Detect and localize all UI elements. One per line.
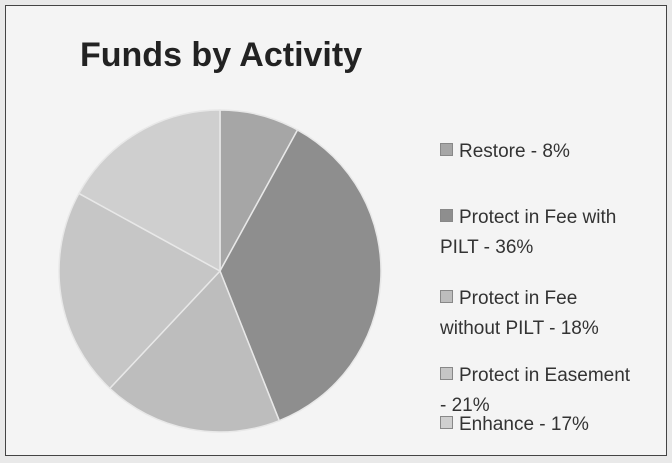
legend-label: Protect in Easement - 21% [440, 365, 631, 416]
legend-item: Protect in Fee with PILT - 36% [440, 203, 640, 263]
legend-label: Restore - 8% [459, 141, 570, 162]
legend-item: Protect in Easement - 21% [440, 361, 640, 421]
legend-label: Protect in Fee without PILT - 18% [440, 288, 599, 339]
pie-slice [77, 109, 221, 273]
pie-slice [58, 192, 222, 390]
legend-item: Enhance - 17% [440, 410, 640, 440]
legend-swatch [440, 209, 453, 222]
legend-item: Protect in Fee without PILT - 18% [440, 284, 640, 344]
pie-slice [108, 269, 281, 433]
legend-label: Protect in Fee with PILT - 36% [440, 207, 617, 258]
legend-swatch [440, 290, 453, 303]
legend-item: Restore - 8% [440, 137, 640, 167]
legend-label: Enhance - 17% [459, 414, 589, 435]
pie-slice [219, 128, 382, 422]
legend-swatch [440, 367, 453, 380]
legend-swatch [440, 143, 453, 156]
legend-swatch [440, 416, 453, 429]
chart-title: Funds by Activity [80, 36, 363, 74]
